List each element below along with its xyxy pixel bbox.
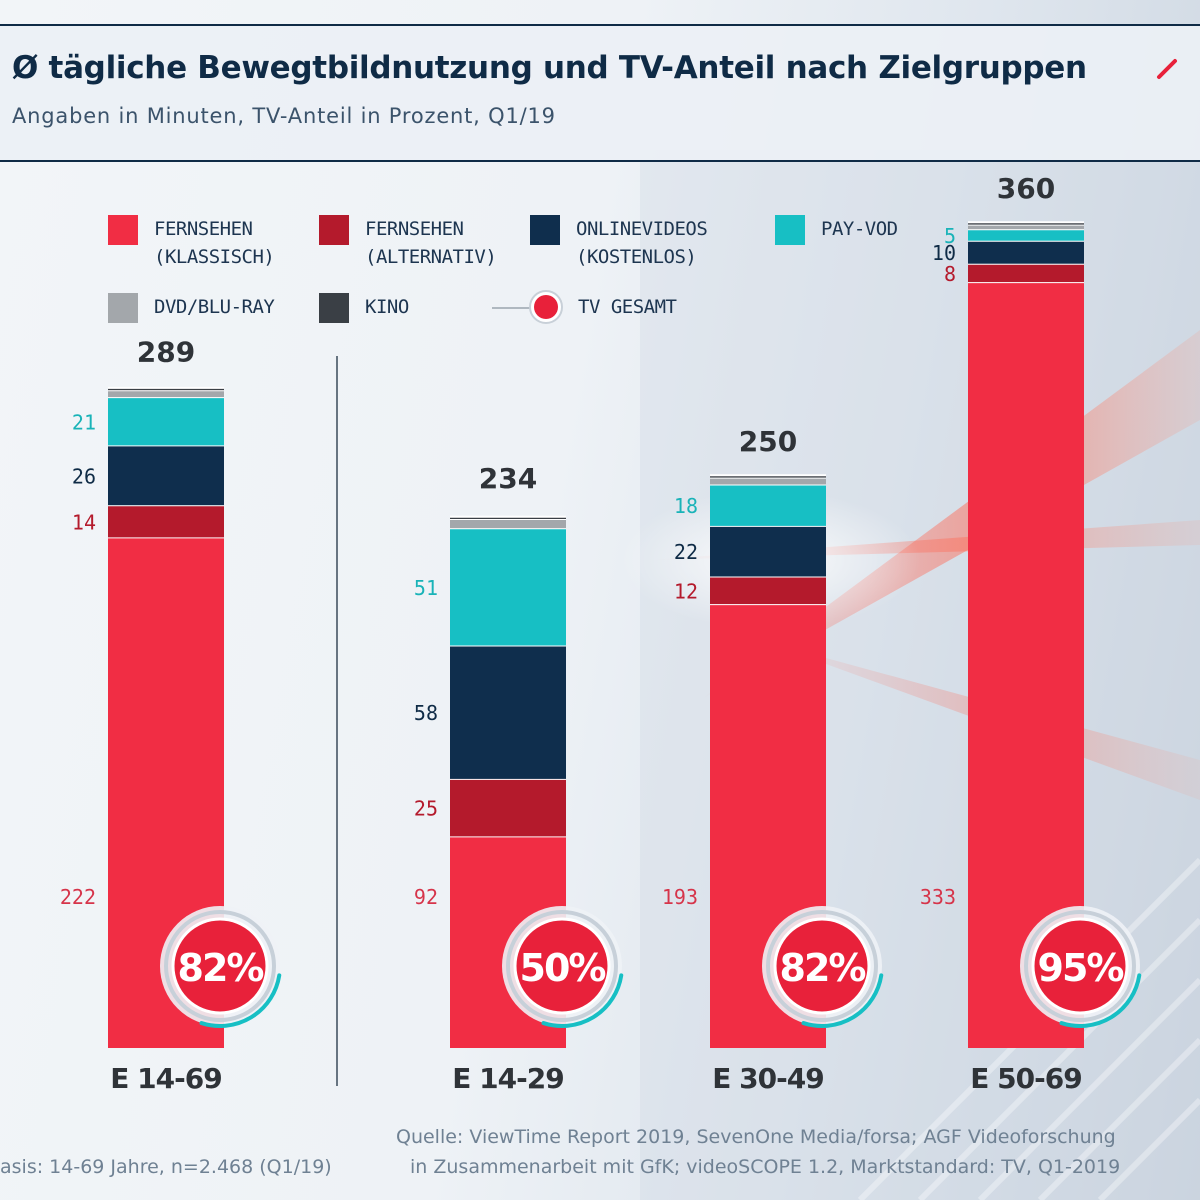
value-label: 12 [674,579,698,603]
bar-segment-3 [108,397,224,446]
total-label: 234 [479,462,537,495]
tv-share-badge-ring [766,910,878,1022]
value-label: 21 [72,410,96,434]
legend-swatch [530,215,560,245]
legend-label: ONLINEVIDEOS (KOSTENLOS) [576,218,708,268]
header-band [0,24,1200,162]
value-label: 193 [662,885,698,909]
tv-share-badge-accent [1059,973,1142,1028]
bar-segment-4 [108,390,224,398]
category-label: E 30-49 [712,1062,823,1095]
value-label: 22 [674,540,698,564]
tv-share-badge-circle [513,917,611,1015]
slash-icon [1157,59,1177,79]
category-label: E 50-69 [970,1062,1081,1095]
value-label: 10 [932,241,956,265]
bar-segment-2 [108,445,224,506]
tv-share-badge-accent [199,973,282,1028]
value-label: 25 [414,797,438,821]
value-label: 8 [944,262,956,286]
legend-swatch [319,293,349,323]
bar-segment-3 [968,229,1084,241]
value-label: 92 [414,885,438,909]
tv-share-badge-accent [541,973,624,1028]
tv-share-value: 82% [178,946,264,990]
category-label: E 14-29 [452,1062,563,1095]
legend-label: KINO [365,296,409,318]
bar-segment-5 [108,387,224,391]
bar-segment-5 [710,475,826,478]
bar-segment-4 [968,224,1084,230]
tv-share-value: 82% [780,946,866,990]
chart-title: Ø tägliche Bewegtbildnutzung und TV-Ante… [12,50,1087,86]
footnote-source-1: Quelle: ViewTime Report 2019, SevenOne M… [396,1126,1116,1148]
chart-subtitle: Angaben in Minuten, TV-Anteil in Prozent… [12,104,556,128]
tv-share-badge-ring [506,910,618,1022]
bar-segment-5 [968,222,1084,225]
tv-share-badge-ring [164,910,276,1022]
legend-label: FERNSEHEN (KLASSISCH) [154,218,275,268]
value-label: 58 [414,701,438,725]
bar-segment-3 [450,528,566,646]
footnote-source-2: in Zusammenarbeit mit GfK; videoSCOPE 1.… [410,1156,1121,1178]
tv-share-badge-ring [1024,910,1136,1022]
total-label: 289 [137,335,195,368]
value-label: 26 [72,464,96,488]
legend-label: FERNSEHEN (ALTERNATIV) [365,218,497,268]
legend-swatch [108,215,138,245]
bar-segment-1 [968,263,1084,283]
value-label: 18 [674,494,698,518]
bar-segment-5 [450,516,566,519]
tv-share-badge-circle [1031,917,1129,1015]
legend-swatch [319,215,349,245]
legend-label: DVD/BLU-RAY [154,296,275,318]
legend-swatch [775,215,805,245]
value-label: 51 [414,576,438,600]
bar-segment-4 [710,477,826,485]
value-label: 222 [60,885,96,909]
tv-share-badge-accent [801,973,884,1028]
category-label: E 14-69 [110,1062,221,1095]
total-label: 360 [997,172,1055,205]
bar-segment-2 [968,240,1084,264]
bar-segment-1 [710,576,826,605]
bar-segment-1 [108,505,224,538]
bar-segment-1 [450,778,566,837]
total-label: 250 [739,425,797,458]
bar-segment-3 [710,484,826,526]
legend-label: PAY-VOD [821,218,898,240]
legend-swatch [108,293,138,323]
tv-share-value: 95% [1038,946,1124,990]
tv-share-badge-circle [773,917,871,1015]
value-label: 5 [944,224,956,248]
tv-share-badge-circle [171,917,269,1015]
tv-gesamt-marker-icon [492,290,563,324]
bar-segment-4 [450,519,566,529]
footnote-basis: asis: 14-69 Jahre, n=2.468 (Q1/19) [0,1156,332,1178]
value-label: 333 [920,885,956,909]
tv-share-value: 50% [520,946,606,990]
value-label: 14 [72,510,96,534]
bar-segment-2 [450,645,566,779]
bar-segment-2 [710,525,826,577]
legend-label: TV GESAMT [578,296,677,318]
